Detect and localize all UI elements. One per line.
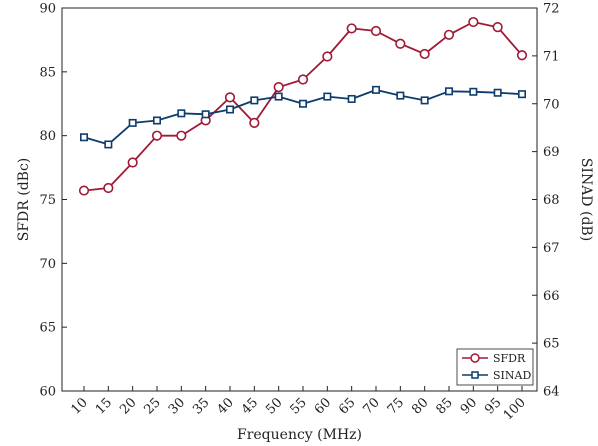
data-point-sfdr: [224, 92, 236, 103]
x-tick-label: 45: [239, 395, 261, 417]
right-axis-title: SINAD (dB): [578, 158, 594, 241]
data-point-sfdr: [468, 16, 479, 28]
left-axis-ticks: 60 65 70 75 80 85 90: [39, 2, 67, 400]
x-axis-title: Frequency (MHz): [237, 427, 362, 443]
data-point-sinad: [420, 96, 429, 105]
x-tick-label: 10: [69, 395, 91, 417]
legend-label-sinad: SINAD: [493, 369, 531, 382]
data-point-sfdr: [492, 22, 503, 33]
x-tick-label: 80: [409, 395, 431, 417]
x-tick-label: 25: [142, 395, 164, 417]
right-axis-ticks: 64 65 66 67 68 69 70 71 72: [532, 2, 560, 400]
data-point-sfdr: [419, 48, 430, 60]
plot-area: [61, 7, 538, 392]
data-point-sinad: [347, 94, 356, 103]
x-tick-label: 20: [117, 395, 139, 417]
right-tick-label: 66: [543, 289, 560, 304]
data-point-sfdr: [370, 25, 382, 37]
right-tick-label: 72: [543, 2, 560, 17]
data-point-sinad: [80, 133, 89, 142]
left-tick-label: 65: [39, 321, 56, 336]
right-tick-label: 71: [543, 49, 560, 64]
data-point-sfdr: [346, 23, 357, 34]
data-point-sfdr: [395, 38, 406, 49]
data-point-sinad: [298, 99, 307, 108]
data-point-sfdr: [176, 130, 187, 141]
right-tick-label: 68: [543, 193, 560, 208]
data-point-sinad: [201, 110, 210, 119]
right-tick-label: 64: [543, 385, 560, 400]
data-point-sinad: [177, 109, 186, 118]
left-tick-label: 90: [39, 2, 56, 17]
data-point-sfdr: [297, 74, 309, 85]
data-point-sfdr: [516, 50, 528, 61]
data-point-sfdr: [78, 185, 90, 196]
data-point-sinad: [153, 116, 162, 125]
data-point-sfdr: [103, 182, 114, 194]
data-point-sfdr: [322, 51, 333, 62]
data-point-sinad: [444, 87, 453, 96]
right-tick-label: 65: [543, 337, 560, 352]
left-tick-label: 75: [39, 193, 56, 208]
x-tick-label: 75: [385, 395, 407, 417]
legend-marker-sfdr: [470, 353, 480, 363]
legend-box: [456, 348, 534, 386]
x-tick-label: 70: [361, 395, 383, 417]
left-tick-label: 80: [39, 129, 56, 144]
left-axis-title: SFDR (dBc): [16, 158, 32, 242]
data-point-sfdr: [273, 82, 284, 93]
right-tick-label: 69: [543, 145, 560, 160]
left-tick-label: 60: [39, 385, 56, 400]
x-tick-label: 65: [336, 395, 358, 417]
left-tick-label: 70: [39, 257, 56, 272]
x-tick-label: 50: [263, 395, 285, 417]
data-point-sinad: [104, 140, 113, 149]
x-tick-label: 15: [93, 395, 115, 417]
series-layer: [78, 16, 528, 196]
data-point-sinad: [250, 96, 259, 105]
data-point-sfdr: [443, 29, 455, 40]
x-tick-label: 55: [288, 395, 310, 417]
legend: SFDR SINAD: [456, 348, 534, 386]
x-tick-label: 90: [458, 395, 480, 417]
right-tick-label: 67: [543, 241, 560, 256]
data-point-sinad: [323, 92, 332, 101]
data-point-sinad: [396, 91, 405, 100]
x-tick-label: 30: [166, 395, 188, 417]
x-tick-label: 100: [501, 395, 529, 423]
x-tick-label: 85: [434, 395, 456, 417]
data-point-sinad: [469, 87, 478, 96]
data-point-sinad: [128, 118, 137, 127]
data-point-sfdr: [127, 157, 138, 168]
legend-marker-sinad: [471, 371, 479, 379]
data-point-sinad: [226, 105, 235, 114]
data-point-sfdr: [249, 117, 260, 128]
data-point-sinad: [517, 90, 526, 99]
data-point-sinad: [371, 85, 380, 94]
data-point-sfdr: [151, 130, 163, 141]
left-tick-label: 85: [39, 65, 56, 80]
legend-label-sfdr: SFDR: [493, 352, 526, 365]
data-point-sinad: [493, 88, 502, 97]
right-tick-label: 70: [543, 97, 560, 112]
x-tick-label: 40: [215, 395, 237, 417]
x-tick-label: 60: [312, 395, 334, 417]
x-tick-label: 35: [190, 395, 212, 417]
data-point-sinad: [274, 92, 283, 101]
